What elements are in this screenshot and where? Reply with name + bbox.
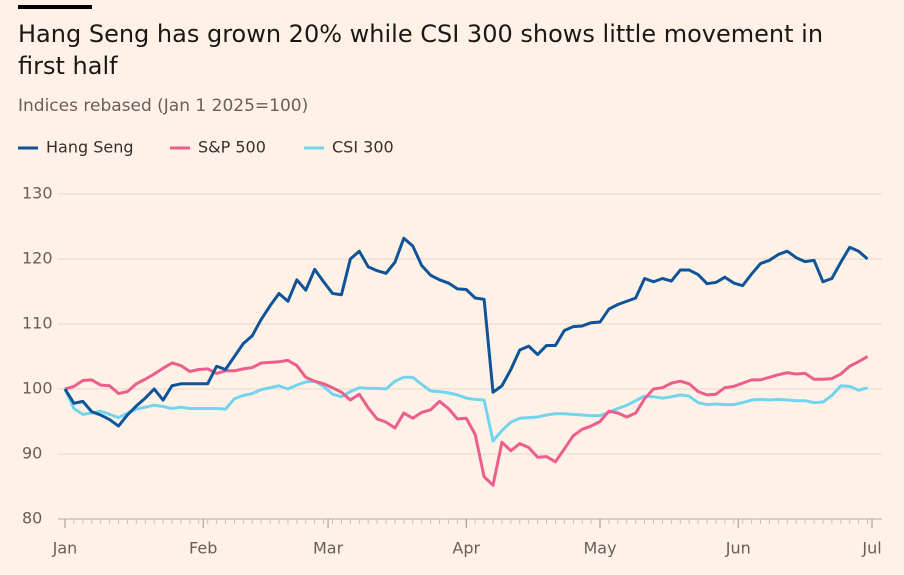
legend-label: CSI 300 bbox=[332, 138, 394, 157]
y-tick-label: 120 bbox=[22, 249, 53, 268]
legend-label: S&P 500 bbox=[198, 138, 266, 157]
series-line bbox=[63, 236, 869, 428]
y-tick-label: 130 bbox=[22, 184, 53, 203]
legend-label: Hang Seng bbox=[46, 138, 134, 157]
series-line bbox=[63, 375, 868, 443]
brand-bar bbox=[18, 5, 92, 9]
x-tick-label: Jul bbox=[861, 539, 881, 558]
y-tick-label: 100 bbox=[22, 379, 53, 398]
x-tick-label: May bbox=[583, 539, 616, 558]
chart-subtitle: Indices rebased (Jan 1 2025=100) bbox=[18, 96, 309, 116]
y-tick-label: 110 bbox=[22, 314, 53, 333]
y-tick-label: 80 bbox=[22, 509, 42, 528]
x-tick-label: Jun bbox=[725, 539, 751, 558]
x-tick-label: Feb bbox=[189, 539, 217, 558]
x-tick-label: Jan bbox=[52, 539, 78, 558]
y-tick-label: 90 bbox=[22, 444, 42, 463]
x-tick-label: Apr bbox=[452, 539, 480, 558]
series-line bbox=[64, 355, 869, 487]
x-tick-label: Mar bbox=[313, 539, 344, 558]
chart-title: Hang Seng has grown 20% while CSI 300 sh… bbox=[18, 20, 824, 80]
